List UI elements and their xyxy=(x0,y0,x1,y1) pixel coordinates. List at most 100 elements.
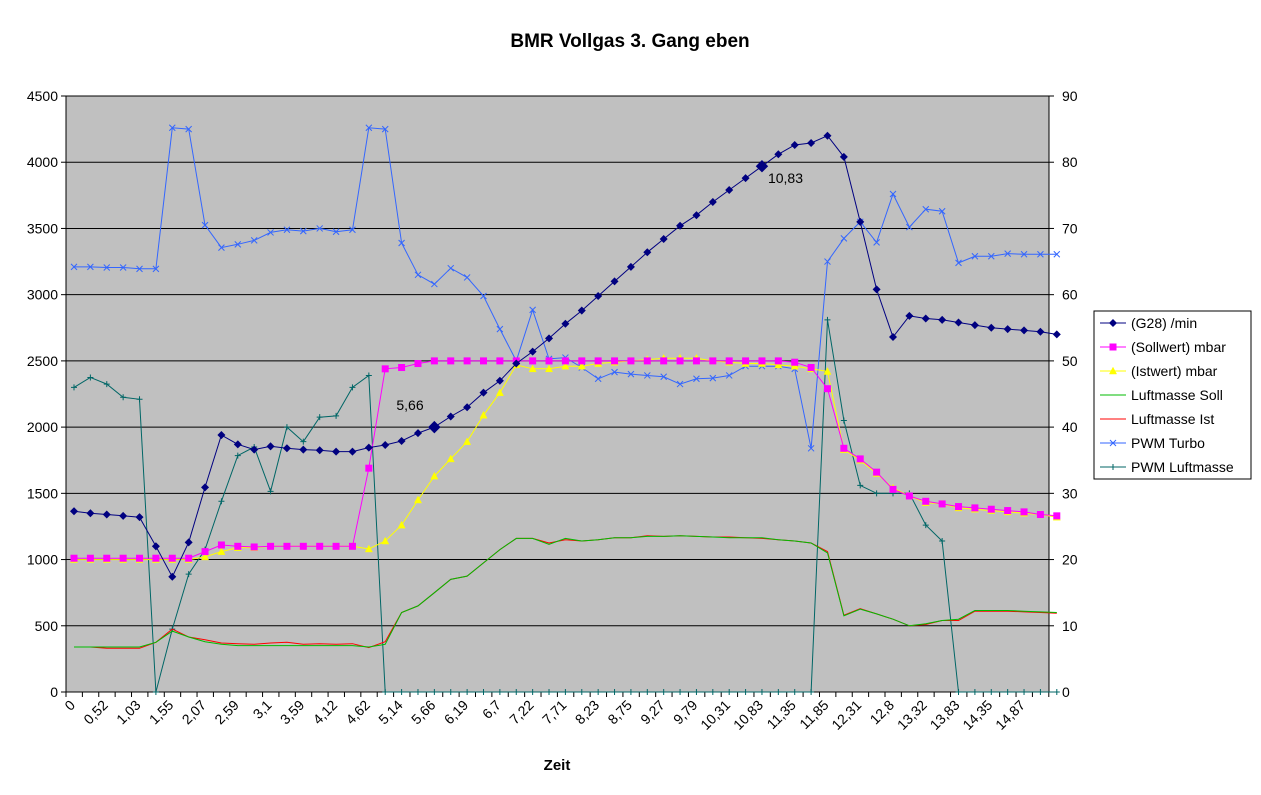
data-point xyxy=(447,264,455,272)
data-point xyxy=(381,125,389,133)
data-point xyxy=(594,375,602,383)
x-tick-label: 4,62 xyxy=(342,697,373,728)
legend-label: (G28) /min xyxy=(1131,315,1197,331)
data-point xyxy=(708,197,717,206)
data-point xyxy=(1053,689,1060,695)
data-point xyxy=(545,357,553,365)
right-tick-label: 10 xyxy=(1062,618,1078,634)
data-point xyxy=(611,368,618,376)
right-axis: 0 10 20 30 40 50 60 70 80 90 xyxy=(1048,88,1078,700)
data-point xyxy=(857,482,864,489)
data-point xyxy=(1004,689,1011,695)
data-point xyxy=(791,358,799,366)
data-point xyxy=(397,437,406,446)
data-point xyxy=(627,689,634,695)
data-point xyxy=(87,263,94,271)
data-point xyxy=(987,505,995,513)
data-point xyxy=(69,507,79,516)
data-point xyxy=(201,552,210,561)
data-point xyxy=(676,380,684,388)
data-point xyxy=(349,384,356,391)
data-point xyxy=(561,361,570,370)
data-point xyxy=(1053,250,1061,258)
left-tick-label: 4000 xyxy=(27,154,58,170)
data-point xyxy=(824,258,831,265)
data-point xyxy=(693,689,700,695)
data-point xyxy=(201,483,210,492)
x-tick-label: 2,59 xyxy=(211,697,242,728)
data-point xyxy=(758,689,765,695)
data-point xyxy=(397,520,406,529)
data-point xyxy=(201,548,209,556)
data-point xyxy=(725,186,734,195)
data-point xyxy=(742,357,750,365)
data-point xyxy=(382,689,389,695)
data-point xyxy=(217,541,225,549)
data-point xyxy=(676,221,685,230)
x-tick-label: 7,22 xyxy=(506,697,537,728)
x-tick-label: 10,31 xyxy=(697,697,733,733)
data-point xyxy=(988,689,995,695)
data-point xyxy=(496,357,504,365)
data-point xyxy=(299,542,307,550)
data-point xyxy=(561,319,570,328)
data-point xyxy=(267,488,274,495)
x-axis: 0 0,52 1,03 1,55 2,07 2,59 3,1 3,59 4,12 4,62 5,14… xyxy=(61,691,1050,733)
data-point xyxy=(660,357,668,365)
x-tick-label: 9,79 xyxy=(670,697,701,728)
data-point xyxy=(872,285,881,294)
data-point xyxy=(790,361,799,370)
data-point xyxy=(87,374,94,381)
data-point xyxy=(414,271,422,279)
legend-label: Luftmasse Ist xyxy=(1131,411,1214,427)
x-tick-label: 11,85 xyxy=(796,697,832,733)
data-point xyxy=(643,248,652,257)
data-point xyxy=(185,125,193,133)
data-point xyxy=(119,264,127,271)
data-point xyxy=(86,554,94,562)
data-point xyxy=(577,306,586,315)
data-point xyxy=(479,388,488,397)
chart-title: BMR Vollgas 3. Gang eben xyxy=(510,31,749,52)
data-point xyxy=(495,376,504,385)
data-point xyxy=(364,544,373,553)
x-tick-label: 5,14 xyxy=(375,697,406,728)
x-tick-label: 3,59 xyxy=(277,697,308,728)
x-tick-label: 13,83 xyxy=(927,697,963,733)
data-point xyxy=(643,372,651,379)
data-point xyxy=(168,124,176,132)
series-layer xyxy=(69,124,1061,695)
x-tick-label: 3,1 xyxy=(250,697,275,722)
x-tick-label: 12,31 xyxy=(828,697,864,733)
data-point xyxy=(971,689,978,695)
data-point xyxy=(217,547,226,555)
data-point xyxy=(381,365,389,373)
right-tick-label: 80 xyxy=(1062,154,1078,170)
right-tick-label: 60 xyxy=(1062,287,1078,303)
data-point xyxy=(823,367,832,375)
data-point xyxy=(398,364,406,372)
left-tick-label: 2500 xyxy=(27,353,58,369)
left-tick-label: 3000 xyxy=(27,287,58,303)
data-point xyxy=(381,536,390,545)
data-point xyxy=(102,510,111,519)
legend-label: PWM Turbo xyxy=(1131,435,1205,451)
x-tick-label: 8,75 xyxy=(604,697,635,728)
data-point xyxy=(250,445,259,454)
data-point xyxy=(480,357,487,365)
left-tick-label: 0 xyxy=(50,684,58,700)
data-point xyxy=(496,325,504,333)
x-tick-label: 0 xyxy=(61,697,78,714)
data-point xyxy=(659,235,668,244)
data-point xyxy=(201,221,209,229)
data-point xyxy=(152,554,160,562)
data-point xyxy=(71,384,77,391)
data-point xyxy=(709,357,717,365)
data-point xyxy=(693,375,700,383)
data-point xyxy=(152,689,159,695)
data-point xyxy=(168,572,177,581)
data-point xyxy=(692,211,701,220)
data-point xyxy=(529,357,537,365)
right-tick-label: 20 xyxy=(1062,552,1078,568)
x-tick-label: 14,87 xyxy=(992,697,1028,733)
